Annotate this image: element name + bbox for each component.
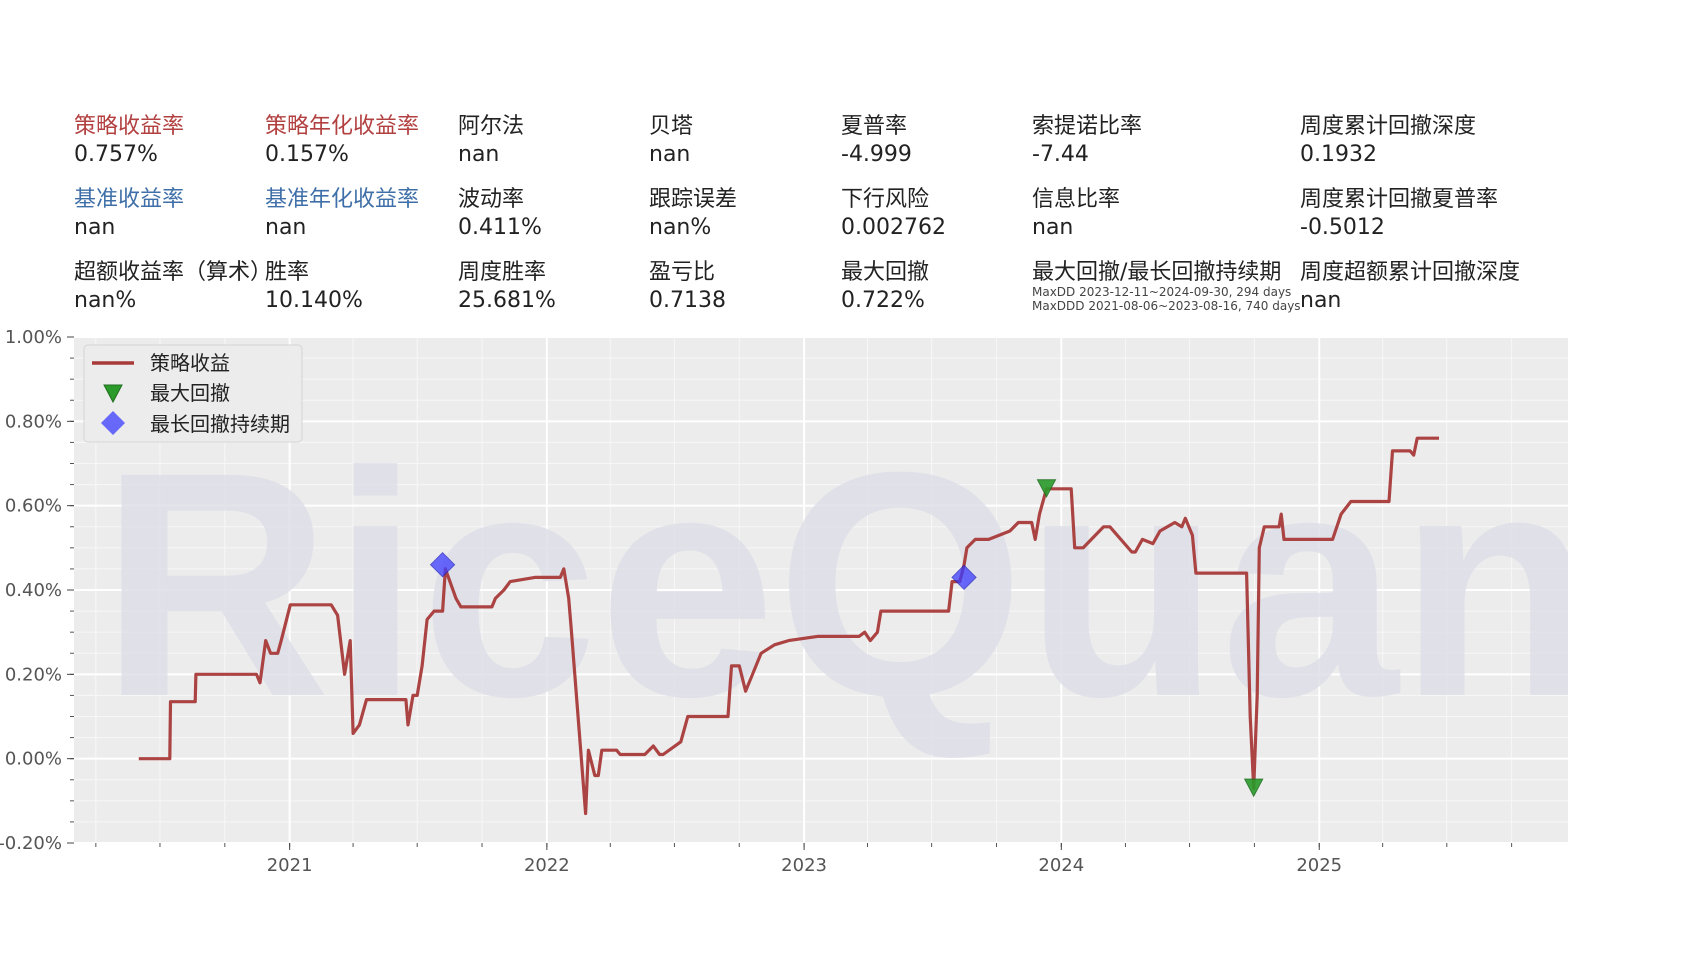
y-tick-label: 0.20% — [5, 664, 62, 685]
stat-item: 周度胜率 25.681% — [458, 259, 698, 315]
stat-item: 基准年化收益率 nan — [265, 186, 505, 242]
y-tick-label: 0.00% — [5, 749, 62, 770]
stat-value: 10.140% — [265, 288, 363, 313]
stat-label: 最大回撤/最长回撤持续期 — [1032, 260, 1282, 285]
y-tick-label: 0.60% — [5, 496, 62, 517]
stat-value: -7.44 — [1032, 142, 1089, 167]
stat-label: 周度胜率 — [458, 260, 547, 285]
watermark-text: RiceQuant — [100, 405, 1700, 763]
stat-value: 0.757% — [74, 142, 158, 167]
stat-value: nan% — [649, 215, 712, 240]
stat-item: 策略收益率 0.757% — [74, 113, 314, 169]
x-tick-label: 2022 — [524, 855, 570, 876]
x-tick-label: 2021 — [267, 855, 313, 876]
max-drawdown-duration-marker — [429, 551, 456, 578]
stat-item: 周度累计回撤深度 0.1932 — [1300, 113, 1540, 169]
stat-label: 贝塔 — [649, 114, 694, 139]
watermark: RiceQuant — [100, 405, 1700, 763]
stat-item: 索提诺比率 -7.44 — [1032, 113, 1272, 169]
x-tick-label: 2023 — [781, 855, 827, 876]
stat-label: 策略收益率 — [74, 114, 185, 139]
stat-item: 阿尔法 nan — [458, 113, 698, 169]
stat-value: -0.5012 — [1300, 215, 1385, 240]
series-layer — [138, 436, 1439, 816]
stat-label: 基准收益率 — [74, 187, 185, 212]
stat-value: 0.722% — [841, 288, 925, 313]
stat-value: nan% — [74, 288, 137, 313]
stat-label: 周度累计回撤夏普率 — [1300, 187, 1499, 212]
maxddd-note: MaxDDD 2021-08-06~2023-08-16, 740 days — [1032, 299, 1301, 313]
stat-label: 阿尔法 — [458, 114, 525, 139]
stat-label: 策略年化收益率 — [265, 114, 420, 139]
stat-label: 波动率 — [458, 187, 525, 212]
stat-item: 胜率 10.140% — [265, 259, 505, 315]
max-drawdown-marker — [1243, 778, 1264, 798]
stat-value: nan — [265, 215, 307, 240]
x-tick-label: 2025 — [1296, 855, 1342, 876]
y-tick-label: 1.00% — [5, 327, 62, 348]
stat-item: 波动率 0.411% — [458, 186, 698, 242]
stat-label: 夏普率 — [841, 114, 908, 139]
stat-value: 25.681% — [458, 288, 556, 313]
stat-item: 下行风险 0.002762 — [841, 186, 1081, 242]
x-tick-label: 2024 — [1038, 855, 1084, 876]
axes: -0.20% 0.00% 0.20% 0.40% 0.60% 0.80% 1.00% 2021… — [0, 327, 1513, 876]
stat-item: 超额收益率（算术） nan% — [74, 259, 314, 315]
stat-item: 策略年化收益率 0.157% — [265, 113, 505, 169]
stat-item: 周度超额累计回撤深度 nan — [1300, 259, 1540, 315]
stat-value: 0.1932 — [1300, 142, 1377, 167]
stat-label: 最大回撤 — [841, 260, 930, 285]
stat-item: 跟踪误差 nan% — [649, 186, 889, 242]
stat-label: 周度累计回撤深度 — [1300, 114, 1477, 139]
stat-label: 胜率 — [265, 260, 310, 285]
stat-item: 最大回撤 0.722% — [841, 259, 1081, 315]
stat-item: 盈亏比 0.7138 — [649, 259, 889, 315]
stat-item: 信息比率 nan — [1032, 186, 1272, 242]
stat-item: 基准收益率 nan — [74, 186, 314, 242]
stat-item: 最大回撤/最长回撤持续期 — [1032, 259, 1282, 287]
stat-value: -4.999 — [841, 142, 912, 167]
marker-layer — [429, 479, 1264, 798]
stat-label: 超额收益率（算术） — [74, 260, 273, 285]
y-tick-label: 0.40% — [5, 580, 62, 601]
stat-value: nan — [1300, 288, 1342, 313]
stat-value: nan — [1032, 215, 1074, 240]
stat-label: 周度超额累计回撤深度 — [1300, 260, 1521, 285]
strategy-return-line — [138, 436, 1439, 816]
max-drawdown-duration-markers — [429, 551, 977, 591]
legend-label: 策略收益 — [150, 351, 230, 375]
y-tick-label: 0.80% — [5, 411, 62, 432]
legend-label: 最长回撤持续期 — [150, 412, 290, 436]
legend-label: 最大回撤 — [150, 381, 230, 405]
stat-value: 0.002762 — [841, 215, 946, 240]
max-drawdown-markers — [1036, 479, 1264, 798]
stat-label: 基准年化收益率 — [265, 187, 420, 212]
max-drawdown-marker — [1036, 479, 1057, 498]
stat-value: 0.157% — [265, 142, 349, 167]
stat-value: nan — [74, 215, 116, 240]
stat-item: 夏普率 -4.999 — [841, 113, 1081, 169]
major-grid — [74, 336, 1568, 844]
stat-value: 0.411% — [458, 215, 542, 240]
y-tick-label: -0.20% — [0, 833, 62, 854]
stat-label: 跟踪误差 — [649, 187, 738, 212]
max-drawdown-duration-marker — [951, 564, 977, 591]
stat-item: 周度累计回撤夏普率 -0.5012 — [1300, 186, 1540, 242]
stat-value: nan — [649, 142, 691, 167]
stat-label: 盈亏比 — [649, 260, 716, 285]
legend-box — [83, 344, 303, 443]
stat-label: 索提诺比率 — [1032, 114, 1143, 139]
stat-item: 贝塔 nan — [649, 113, 889, 169]
stat-label: 信息比率 — [1032, 187, 1121, 212]
maxdd-note: MaxDD 2023-12-11~2024-09-30, 294 days — [1032, 285, 1292, 299]
stat-label: 下行风险 — [841, 187, 930, 212]
stat-value: 0.7138 — [649, 288, 726, 313]
legend-diamond-swatch — [101, 411, 125, 435]
legend-triangle-swatch — [103, 384, 123, 404]
stat-value: nan — [458, 142, 500, 167]
